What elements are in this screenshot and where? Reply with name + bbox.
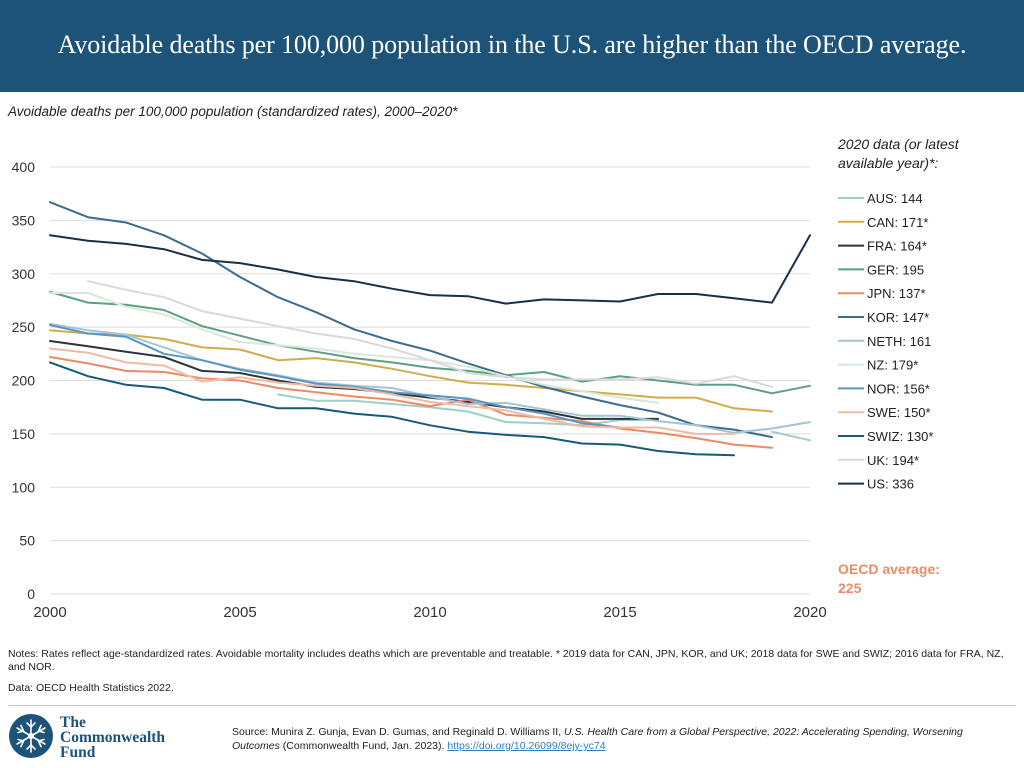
- series-line: [49, 292, 659, 404]
- series-line: [87, 280, 773, 388]
- footer-divider: [8, 705, 1016, 706]
- line-chart: 0 50 100 150 200 250 300 350 400 2000 2005 2010 201…: [12, 136, 960, 621]
- y-axis-ticks: 0 50 100 150 200 250 300 350 400: [12, 159, 36, 602]
- oecd-average-annotation: OECD average: 225: [838, 561, 940, 596]
- y-tick-label: 200: [12, 373, 36, 389]
- legend-title-line: 2020 data (or latest: [837, 136, 960, 152]
- legend-label: JPN: 137*: [867, 286, 926, 301]
- logo-line-2: Commonwealth: [60, 729, 166, 746]
- x-tick-label: 2000: [33, 604, 66, 621]
- legend-title-line: available year)*:: [838, 155, 938, 171]
- chart-grid: [50, 166, 810, 595]
- logo-line-3: Fund: [60, 744, 96, 761]
- x-axis-ticks: 2000 2005 2010 2015 2020: [33, 604, 826, 621]
- series-line: [49, 322, 811, 434]
- x-tick-label: 2020: [793, 604, 826, 621]
- source-citation: Source: Munira Z. Gunja, Evan D. Gumas, …: [232, 725, 1012, 753]
- legend-label: KOR: 147*: [867, 310, 929, 325]
- logo-line-1: The: [60, 714, 86, 731]
- legend-label: SWIZ: 130*: [867, 429, 933, 444]
- series-line: [49, 234, 811, 305]
- y-tick-label: 350: [12, 212, 36, 228]
- series-line: [49, 201, 773, 439]
- y-tick-label: 0: [27, 586, 35, 602]
- legend-label: SWE: 150*: [867, 405, 931, 420]
- legend-label: GER: 195: [867, 262, 924, 277]
- series-line: [49, 361, 735, 457]
- legend-label: NOR: 156*: [867, 381, 930, 396]
- source-doi-link[interactable]: https://doi.org/10.26099/8ejy-yc74: [447, 740, 606, 752]
- chart-annotation: OECD average: 225: [838, 561, 940, 596]
- y-tick-label: 400: [12, 159, 36, 175]
- legend-label: UK: 194*: [867, 453, 919, 468]
- commonwealth-fund-logo[interactable]: The Commonwealth Fund: [8, 713, 188, 763]
- legend-title: 2020 data (or latest available year)*:: [837, 136, 960, 171]
- annotation-line: 225: [838, 580, 862, 596]
- x-tick-label: 2015: [603, 604, 636, 621]
- y-tick-label: 50: [19, 533, 35, 549]
- data-source: Data: OECD Health Statistics 2022.: [8, 682, 174, 694]
- chart-series-lines: [49, 201, 811, 457]
- source-prefix: Source: Munira Z. Gunja, Evan D. Gumas, …: [232, 726, 565, 738]
- annotation-line: OECD average:: [838, 561, 940, 577]
- y-tick-label: 300: [12, 266, 36, 282]
- legend-label: AUS: 144: [867, 191, 923, 206]
- y-tick-label: 150: [12, 426, 36, 442]
- y-tick-label: 250: [12, 319, 36, 335]
- series-line: [49, 347, 735, 435]
- page-title: Avoidable deaths per 100,000 population …: [57, 30, 967, 59]
- legend-label: US: 336: [867, 477, 914, 492]
- chart-legend: 2020 data (or latest available year)*: AUS…: [837, 136, 960, 492]
- legend-label: CAN: 171*: [867, 215, 928, 230]
- y-tick-label: 100: [12, 479, 36, 495]
- legend-label: NETH: 161: [867, 334, 931, 349]
- source-title: U.S. Health Care from a Global Perspecti…: [232, 726, 963, 752]
- logo-wordmark: The Commonwealth Fund: [60, 714, 190, 761]
- chart-notes: Notes: Rates reflect age-standardized ra…: [8, 648, 1004, 673]
- series-line: [49, 324, 659, 429]
- x-tick-label: 2010: [413, 604, 446, 621]
- source-suffix: (Commonwealth Fund, Jan. 2023).: [279, 740, 448, 752]
- legend-label: NZ: 179*: [867, 358, 918, 373]
- series-line: [49, 329, 773, 413]
- title-bar: Avoidable deaths per 100,000 population …: [0, 0, 1024, 92]
- x-tick-label: 2005: [223, 604, 256, 621]
- series-line: [49, 356, 773, 449]
- snowflake-logo-icon: [9, 714, 53, 758]
- legend-label: FRA: 164*: [867, 239, 927, 254]
- chart-subtitle: Avoidable deaths per 100,000 population …: [8, 104, 458, 119]
- series-line: [49, 290, 811, 395]
